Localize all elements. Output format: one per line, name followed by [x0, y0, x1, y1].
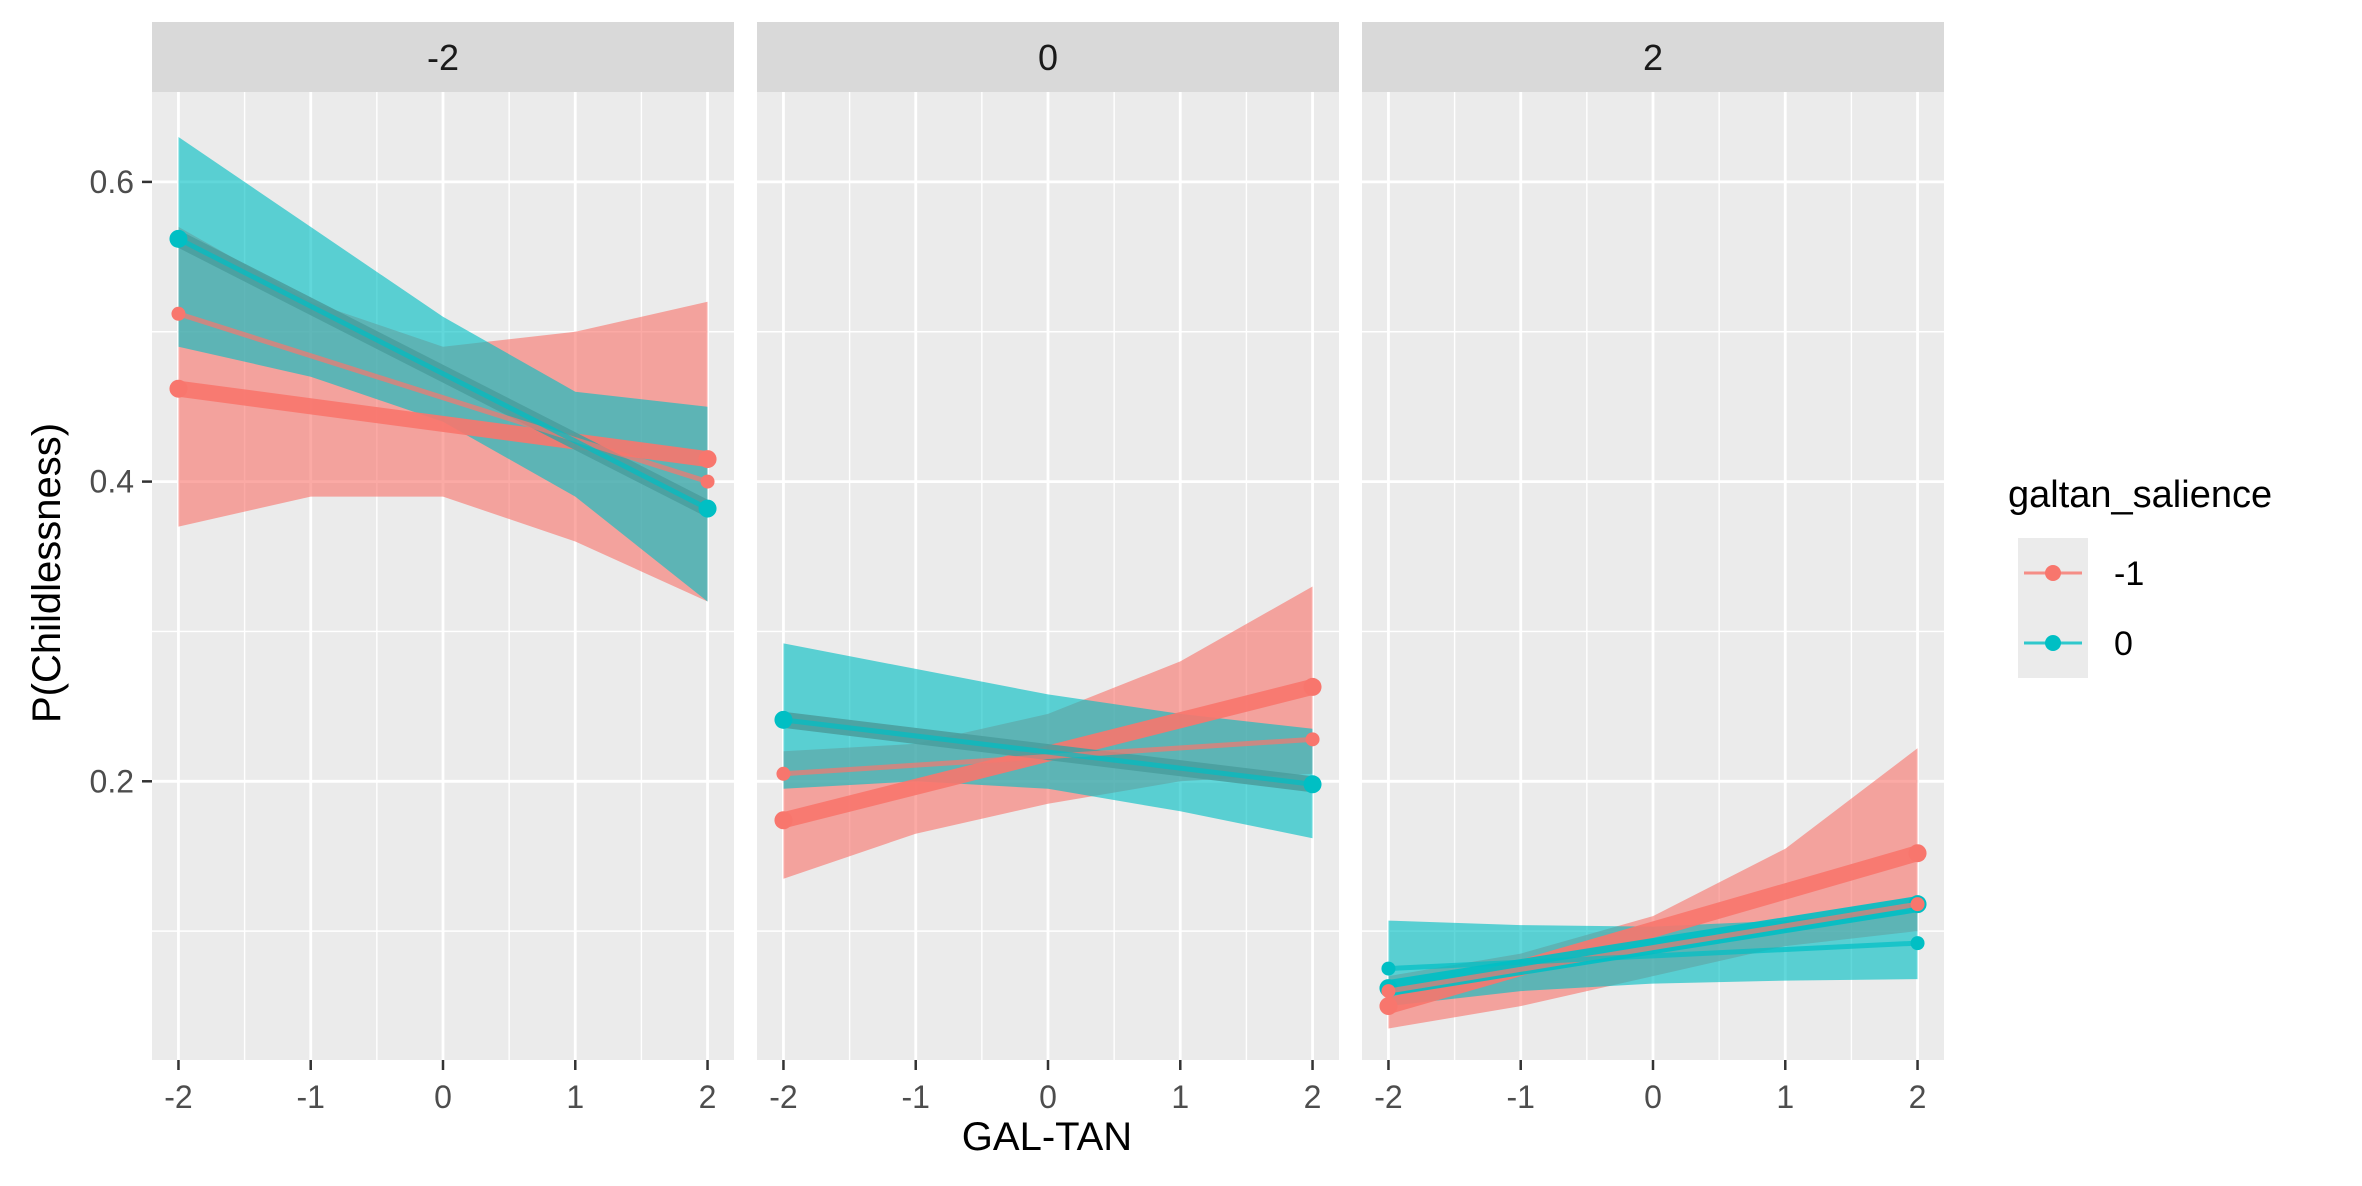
- data-point-neg1: [1908, 844, 1927, 863]
- data-point-neg1: [1379, 997, 1398, 1016]
- y-tick-label: 0.4: [90, 464, 134, 500]
- x-axis-title: GAL-TAN: [962, 1115, 1132, 1159]
- x-tick-label: -2: [769, 1079, 797, 1115]
- x-tick-label: 2: [699, 1079, 717, 1115]
- series-line-0-thin: [783, 717, 1313, 787]
- facet-strip: [1362, 22, 1944, 92]
- data-point-neg1: [169, 379, 188, 398]
- data-point-0: [1305, 777, 1320, 792]
- x-tick-label: 1: [1171, 1079, 1189, 1115]
- data-point-0: [171, 231, 186, 246]
- data-point-neg1: [698, 450, 717, 469]
- facet-strip-label: -2: [427, 37, 459, 78]
- facet-panel-3: 2 -2 -1 0 1 2: [1362, 22, 1944, 1115]
- x-tick-label: 2: [1909, 1079, 1927, 1115]
- facet-panel-2: 0 -2 -1 0 1 2: [757, 22, 1339, 1115]
- legend-key-point: [2045, 565, 2061, 581]
- series-line-neg1-thin: [783, 736, 1313, 777]
- facet-strip: [757, 22, 1339, 92]
- data-point-neg1: [171, 306, 186, 321]
- x-tick-label: 0: [1644, 1079, 1662, 1115]
- x-tick-label: 1: [566, 1079, 584, 1115]
- facet-strip-label: 2: [1643, 37, 1663, 78]
- data-point-neg1: [700, 474, 715, 489]
- data-point-neg1: [1305, 732, 1320, 747]
- x-tick-label: 2: [1304, 1079, 1322, 1115]
- facet-strip: [152, 22, 734, 92]
- y-tick-label: 0.2: [90, 763, 134, 799]
- series-line-0-thin: [1388, 940, 1918, 972]
- confidence-band-0: [783, 643, 1313, 839]
- x-tick-label: 1: [1776, 1079, 1794, 1115]
- data-point-neg1: [774, 811, 793, 830]
- series-line-0-thin: [177, 236, 709, 511]
- legend-entry-label: -1: [2114, 555, 2144, 593]
- y-axis-title: P(Childlessness): [25, 423, 69, 723]
- y-tick-label: 0.6: [90, 164, 134, 200]
- x-tick-label: 0: [1039, 1079, 1057, 1115]
- y-axis: 0.2 0.4 0.6: [90, 164, 152, 799]
- data-point-0: [1381, 961, 1396, 976]
- series-line-neg1-thick: [177, 380, 709, 468]
- facet-strip-label: 0: [1038, 37, 1058, 78]
- x-tick-label: 0: [434, 1079, 452, 1115]
- panels-layer: -2 -2 -1 0 1 2 0 -2 -1 0 1 2 2 -2 -1 0 1 2: [152, 22, 1944, 1115]
- x-axis-panel-3: -2 -1 0 1 2: [1374, 1060, 1926, 1115]
- facet-panel-1: -2 -2 -1 0 1 2: [152, 22, 734, 1115]
- data-point-0: [1910, 936, 1925, 951]
- legend-title: galtan_salience: [2008, 474, 2272, 516]
- data-point-neg1: [1303, 677, 1322, 696]
- x-axis-panel-1: -2 -1 0 1 2: [164, 1060, 716, 1115]
- x-tick-label: -1: [902, 1079, 930, 1115]
- data-point-neg1: [1910, 897, 1925, 912]
- series-line-neg1-thin: [1388, 901, 1918, 994]
- x-tick-label: -1: [1507, 1079, 1535, 1115]
- data-point-neg1: [776, 766, 791, 781]
- x-tick-label: -2: [1374, 1079, 1402, 1115]
- legend-key-point: [2045, 635, 2061, 651]
- legend-entry-label: 0: [2114, 625, 2133, 663]
- x-tick-label: -1: [297, 1079, 325, 1115]
- data-point-neg1: [1381, 984, 1396, 999]
- data-point-0: [776, 712, 791, 727]
- x-tick-label: -2: [164, 1079, 192, 1115]
- x-axis-panel-2: -2 -1 0 1 2: [769, 1060, 1321, 1115]
- legend: galtan_salience -1 0: [2008, 474, 2272, 678]
- series-line-neg1-thin: [177, 311, 709, 484]
- data-point-0: [700, 501, 715, 516]
